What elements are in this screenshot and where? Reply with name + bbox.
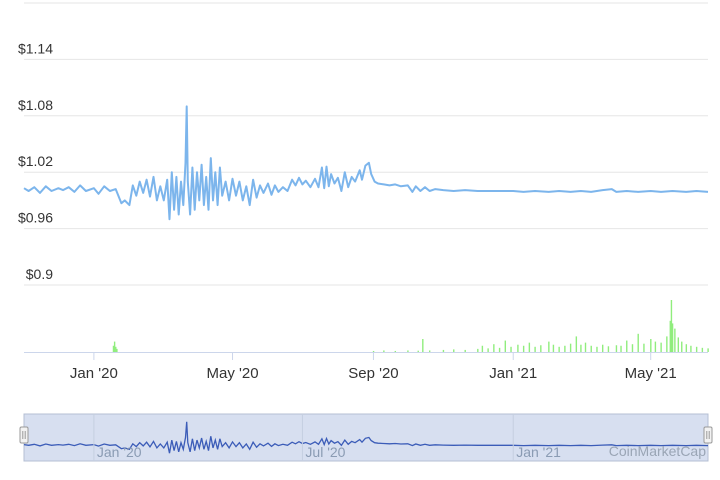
x-tick-label: May '20: [206, 365, 258, 382]
price-series-line: [23, 105, 709, 221]
volume-bar: [707, 348, 709, 352]
volume-bar: [464, 349, 466, 352]
volume-bar: [643, 343, 645, 352]
volume-bar: [517, 344, 519, 352]
volume-bar: [701, 347, 704, 352]
volume-bar: [631, 344, 634, 352]
volume-bar: [453, 349, 455, 352]
x-tick-label: May '21: [625, 365, 677, 382]
volume-bar: [534, 346, 536, 352]
volume-bar: [681, 341, 683, 352]
volume-bar: [422, 339, 424, 352]
volume-bar: [442, 349, 445, 352]
volume-bar: [116, 348, 118, 352]
navigator[interactable]: Jan '20 Jul '20 Jan '21 CoinMarketCap: [19, 413, 713, 462]
y-tick-label: $0.96: [18, 210, 53, 226]
navigator-tick-label: Jan '20: [97, 444, 142, 460]
volume-bar: [112, 345, 115, 352]
y-tick-label: $1.02: [18, 153, 53, 169]
volume-bar: [115, 346, 117, 352]
volume-bar: [417, 350, 419, 352]
volume-bar: [113, 341, 116, 352]
y-axis: $0.9$0.96$1.02$1.08$1.14$1.2: [18, 40, 53, 282]
x-tick-label: Jan '20: [70, 365, 118, 382]
volume-bar: [615, 345, 618, 352]
x-tick-label: Sep '20: [348, 365, 398, 382]
navigator-handle-left[interactable]: [19, 426, 29, 444]
volume-bar: [674, 328, 676, 352]
volume-bar: [394, 350, 397, 352]
volume-bar: [637, 333, 639, 352]
volume-bar: [575, 336, 578, 352]
volume-bar: [372, 350, 375, 352]
credit-label: CoinMarketCap: [609, 443, 706, 459]
volume-bar: [481, 345, 484, 352]
volume-bar: [510, 346, 512, 352]
volume-bar: [428, 350, 431, 352]
volume-bar: [522, 345, 525, 352]
volume-bar: [548, 341, 550, 352]
volume-bar: [383, 350, 385, 352]
volume-bar: [660, 342, 662, 352]
volume-bar: [540, 345, 542, 352]
navigator-x-axis: Jan '20 Jul '20 Jan '21: [93, 414, 561, 461]
volume-bar: [601, 344, 604, 352]
volume-bar: [690, 345, 692, 352]
volume-bar: [584, 342, 587, 352]
volume-bar: [569, 343, 572, 352]
navigator-series-line: [23, 421, 709, 454]
navigator-handle-right[interactable]: [703, 426, 713, 444]
volume-bar: [666, 336, 668, 352]
volume-bar: [650, 339, 652, 352]
volume-bar: [504, 340, 507, 352]
grid-lines: [24, 2, 708, 286]
y-tick-label: $1.08: [18, 97, 53, 113]
y-tick-label: $0.9: [26, 266, 53, 282]
handle-grip[interactable]: [703, 426, 713, 444]
volume-bar: [477, 348, 479, 352]
volume-bar: [564, 345, 566, 352]
x-tick-label: Jan '21: [489, 365, 537, 382]
volume-bar: [669, 320, 671, 352]
handle-grip[interactable]: [19, 426, 29, 444]
volume-bar: [580, 344, 582, 352]
volume-bar: [677, 337, 680, 352]
navigator-tick-label: Jan '21: [516, 444, 561, 460]
volume-bar: [596, 346, 598, 352]
volume-bar: [607, 346, 610, 352]
volume-bar: [590, 345, 592, 352]
volume-bar: [620, 345, 622, 352]
volume-bar: [670, 300, 673, 352]
y-tick-label: $1.14: [18, 40, 53, 56]
volume-bar: [498, 347, 501, 352]
x-axis: Jan '20 May '20 Sep '20 Jan '21 May '21: [70, 352, 677, 382]
volume-bar: [695, 346, 698, 352]
volume-bar: [654, 341, 657, 352]
volume-bar: [493, 344, 495, 352]
volume-bar: [487, 348, 489, 352]
navigator-tick-label: Jul '20: [305, 444, 345, 460]
volume-bar: [671, 323, 674, 352]
volume-bar: [685, 344, 688, 352]
volume-bar: [552, 344, 555, 352]
volume-bar: [558, 346, 560, 352]
volume-bar: [407, 350, 409, 352]
volume-bar: [626, 340, 628, 352]
volume-bars: [112, 300, 709, 352]
volume-bar: [528, 342, 531, 352]
